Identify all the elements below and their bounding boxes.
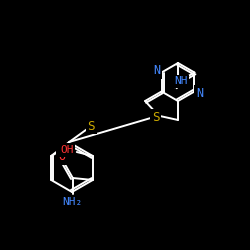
Text: NH₂: NH₂ [63, 197, 83, 207]
Text: N: N [153, 64, 160, 77]
Text: N: N [196, 87, 203, 100]
Text: S: S [88, 120, 95, 132]
Text: OH: OH [60, 145, 74, 155]
Text: O: O [58, 150, 65, 164]
Text: NH: NH [174, 76, 188, 86]
Text: S: S [152, 111, 159, 124]
